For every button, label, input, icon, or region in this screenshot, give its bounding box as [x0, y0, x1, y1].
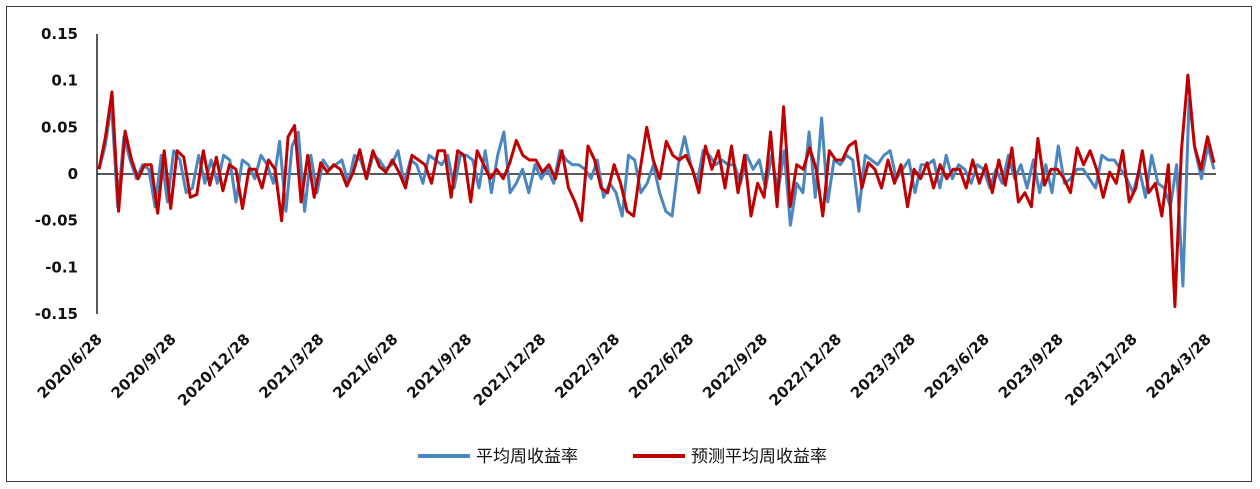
x-tick-label: 2021/12/28	[470, 330, 550, 410]
x-tick-label: 2020/12/28	[174, 330, 254, 410]
y-tick-label: 0	[68, 165, 78, 183]
legend-label-predicted-average-weekly-return: 预测平均周收益率	[691, 447, 827, 467]
x-tick-label: 2020/9/28	[108, 330, 180, 402]
x-tick-label: 2022/3/28	[551, 330, 623, 402]
series-line-average-weekly-return	[97, 97, 1216, 288]
y-tick-label: 0.05	[41, 118, 78, 136]
x-tick-label: 2021/6/28	[329, 330, 401, 402]
x-tick-label: 2022/9/28	[699, 330, 771, 402]
y-tick-label: -0.15	[35, 305, 78, 323]
chart-frame	[6, 6, 1252, 482]
x-tick-label: 2021/9/28	[403, 330, 475, 402]
x-tick-label: 2020/6/28	[34, 330, 106, 402]
y-axis: 0.15 0.1 0.05 0 -0.05 -0.1 -0.15	[35, 25, 98, 323]
x-tick-label: 2023/9/28	[995, 330, 1067, 402]
y-tick-label: -0.1	[45, 258, 78, 276]
x-tick-label: 2022/6/28	[625, 330, 697, 402]
series-line-predicted-average-weekly-return	[97, 73, 1216, 308]
series-lines	[97, 73, 1216, 308]
legend: 平均周收益率 预测平均周收益率	[418, 447, 827, 467]
legend-label-average-weekly-return: 平均周收益率	[476, 447, 578, 467]
y-tick-label: 0.15	[41, 25, 78, 43]
x-tick-label: 2023/12/28	[1061, 330, 1141, 410]
x-tick-label: 2023/6/28	[921, 330, 993, 402]
y-tick-label: -0.05	[35, 212, 78, 230]
x-tick-label: 2021/3/28	[255, 330, 327, 402]
x-tick-label: 2023/3/28	[847, 330, 919, 402]
y-tick-label: 0.1	[51, 72, 78, 90]
x-tick-label: 2022/12/28	[766, 330, 846, 410]
x-tick-label: 2024/3/28	[1143, 330, 1215, 402]
